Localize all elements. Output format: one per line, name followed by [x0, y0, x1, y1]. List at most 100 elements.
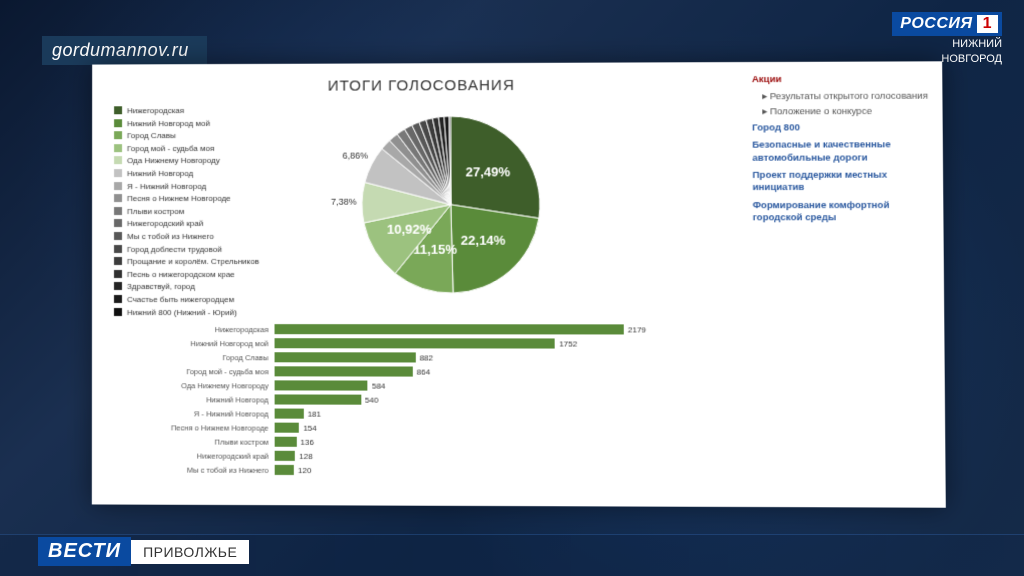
bar-fill — [275, 380, 368, 390]
bar-row: Нижний Новгород540 — [114, 393, 733, 406]
bar-fill — [275, 338, 556, 348]
legend-label: Город Славы — [127, 130, 176, 142]
bar-row: Нижний Новгород мой 1752 — [114, 337, 733, 350]
channel-logo: РОССИЯ 1 НИЖНИЙ НОВГОРОД — [892, 12, 1002, 65]
bar-fill — [275, 451, 295, 461]
bar-value: 120 — [298, 465, 311, 474]
bottom-brand: ВЕСТИ ПРИВОЛЖЬЕ — [38, 537, 249, 566]
legend-item: Песнь о нижегородском крае — [114, 269, 259, 281]
bar-value: 540 — [365, 395, 379, 404]
sidebar-item[interactable]: Безопасные и качественные автомобильные … — [752, 139, 932, 164]
legend-item: Город мой - судьба моя — [114, 143, 259, 155]
channel-logo-box: РОССИЯ 1 — [892, 12, 1002, 36]
legend-label: Я - Нижний Новгород — [127, 180, 206, 192]
legend-item: Нижегородская — [114, 105, 259, 117]
legend-item: Песня о Нижнем Новгороде — [114, 193, 259, 205]
legend-item: Здравствуй, город — [114, 281, 259, 293]
bar-chart: Нижегородская 2179 Нижний Новгород мой 1752… — [114, 323, 734, 477]
bar-fill — [275, 366, 413, 376]
legend-swatch — [114, 157, 122, 165]
content-panel: ИТОГИ ГОЛОСОВАНИЯ НижегородскаяНижний Но… — [92, 61, 946, 507]
legend-label: Плыви костром — [127, 206, 184, 218]
legend-swatch — [114, 119, 122, 127]
bar-label: Нижегородский край — [114, 451, 275, 461]
bar-fill — [275, 465, 294, 475]
legend-label: Песня о Нижнем Новгороде — [127, 193, 231, 205]
legend-swatch — [114, 144, 122, 152]
bar-row: Песня о Нижнем Новгороде 154 — [114, 421, 734, 435]
pie-area: НижегородскаяНижний Новгород мойГород Сл… — [114, 103, 733, 305]
brand-region: ПРИВОЛЖЬЕ — [131, 540, 249, 564]
legend-swatch — [114, 131, 122, 139]
pie-label: 6,86% — [342, 151, 368, 161]
legend-swatch — [114, 257, 122, 265]
bar-value: 181 — [308, 409, 321, 418]
legend-swatch — [114, 169, 122, 177]
legend-item: Плыви костром — [114, 206, 259, 218]
channel-name: РОССИЯ — [900, 15, 972, 33]
url-bar: gordumannov.ru — [42, 36, 207, 65]
pie-label: 22,14% — [461, 233, 506, 248]
bar-row: Город Славы882 — [114, 351, 733, 364]
pie-label: 7,38% — [331, 196, 357, 206]
legend-swatch — [114, 182, 122, 190]
sidebar-item[interactable]: Проект поддержки местных инициатив — [752, 170, 933, 195]
legend-swatch — [114, 282, 122, 290]
legend-label: Нижний Новгород мой — [127, 118, 210, 130]
legend-swatch — [114, 308, 122, 316]
channel-sub1: НИЖНИЙ — [892, 38, 1002, 51]
pie-label: 11,15% — [413, 242, 457, 257]
sidebar-heading: Акции — [752, 73, 932, 85]
pie-slice — [451, 204, 539, 293]
bar-value: 128 — [299, 451, 312, 460]
sidebar-item[interactable]: ▸ Положение о конкурсе — [762, 106, 932, 118]
bar-row: Нижегородская 2179 — [114, 323, 733, 336]
legend-label: Нижегородская — [127, 105, 184, 117]
bar-label: Я - Нижний Новгород — [114, 409, 275, 418]
brand-name: ВЕСТИ — [38, 537, 131, 566]
legend-swatch — [114, 207, 122, 215]
pie-wrap: 27,49%22,14%11,15%10,92%7,38%6,86% — [279, 103, 733, 305]
pie-chart: 27,49%22,14%11,15%10,92%7,38%6,86% — [329, 96, 654, 318]
legend-label: Прощание и королём. Стрельников — [127, 256, 259, 268]
bar-fill — [275, 437, 297, 447]
bar-fill — [275, 394, 361, 404]
bar-label: Город мой - судьба моя — [114, 367, 275, 376]
bar-value: 864 — [417, 367, 431, 376]
legend-swatch — [114, 245, 122, 253]
channel-number: 1 — [977, 15, 998, 33]
legend-label: Нижегородский край — [127, 218, 203, 230]
legend-swatch — [114, 295, 122, 303]
sidebar-item[interactable]: Формирование комфортной городской среды — [753, 200, 934, 225]
legend-swatch — [114, 194, 122, 202]
bar-value: 2179 — [628, 325, 646, 334]
bar-value: 136 — [300, 437, 313, 446]
legend-label: Здравствуй, город — [127, 281, 195, 293]
bar-value: 882 — [419, 353, 433, 362]
bar-value: 154 — [303, 423, 316, 432]
bar-row: Плыви костром136 — [114, 435, 734, 449]
bar-label: Песня о Нижнем Новгороде — [114, 423, 275, 432]
chart-title: ИТОГИ ГОЛОСОВАНИЯ — [114, 76, 731, 95]
bar-label: Нижний Новгород мой — [114, 339, 275, 348]
legend-swatch — [114, 106, 122, 114]
bar-row: Нижегородский край 128 — [114, 449, 734, 463]
bar-label: Нижегородская — [114, 325, 275, 334]
legend-swatch — [114, 270, 122, 278]
legend-label: Город мой - судьба моя — [127, 143, 214, 155]
legend-label: Мы с тобой из Нижнего — [127, 231, 214, 243]
sidebar-item[interactable]: Город 800 — [752, 122, 932, 135]
main-column: ИТОГИ ГОЛОСОВАНИЯ НижегородскаяНижний Но… — [92, 62, 744, 507]
legend-item: Прощание и королём. Стрельников — [114, 256, 259, 268]
bar-fill — [275, 423, 300, 433]
sidebar: Акции ▸ Результаты открытого голосования ▸… — [742, 61, 946, 507]
sidebar-item[interactable]: ▸ Результаты открытого голосования — [762, 91, 932, 103]
legend-item: Город доблести трудовой — [114, 243, 259, 255]
bar-row: Ода Нижнему Новгороду584 — [114, 379, 733, 392]
bar-fill — [275, 324, 624, 334]
bar-fill — [275, 352, 416, 362]
bar-value: 1752 — [559, 339, 577, 348]
legend-label: Нижний Новгород — [127, 168, 193, 180]
pie-label: 27,49% — [465, 164, 510, 179]
bar-value: 584 — [372, 381, 386, 390]
